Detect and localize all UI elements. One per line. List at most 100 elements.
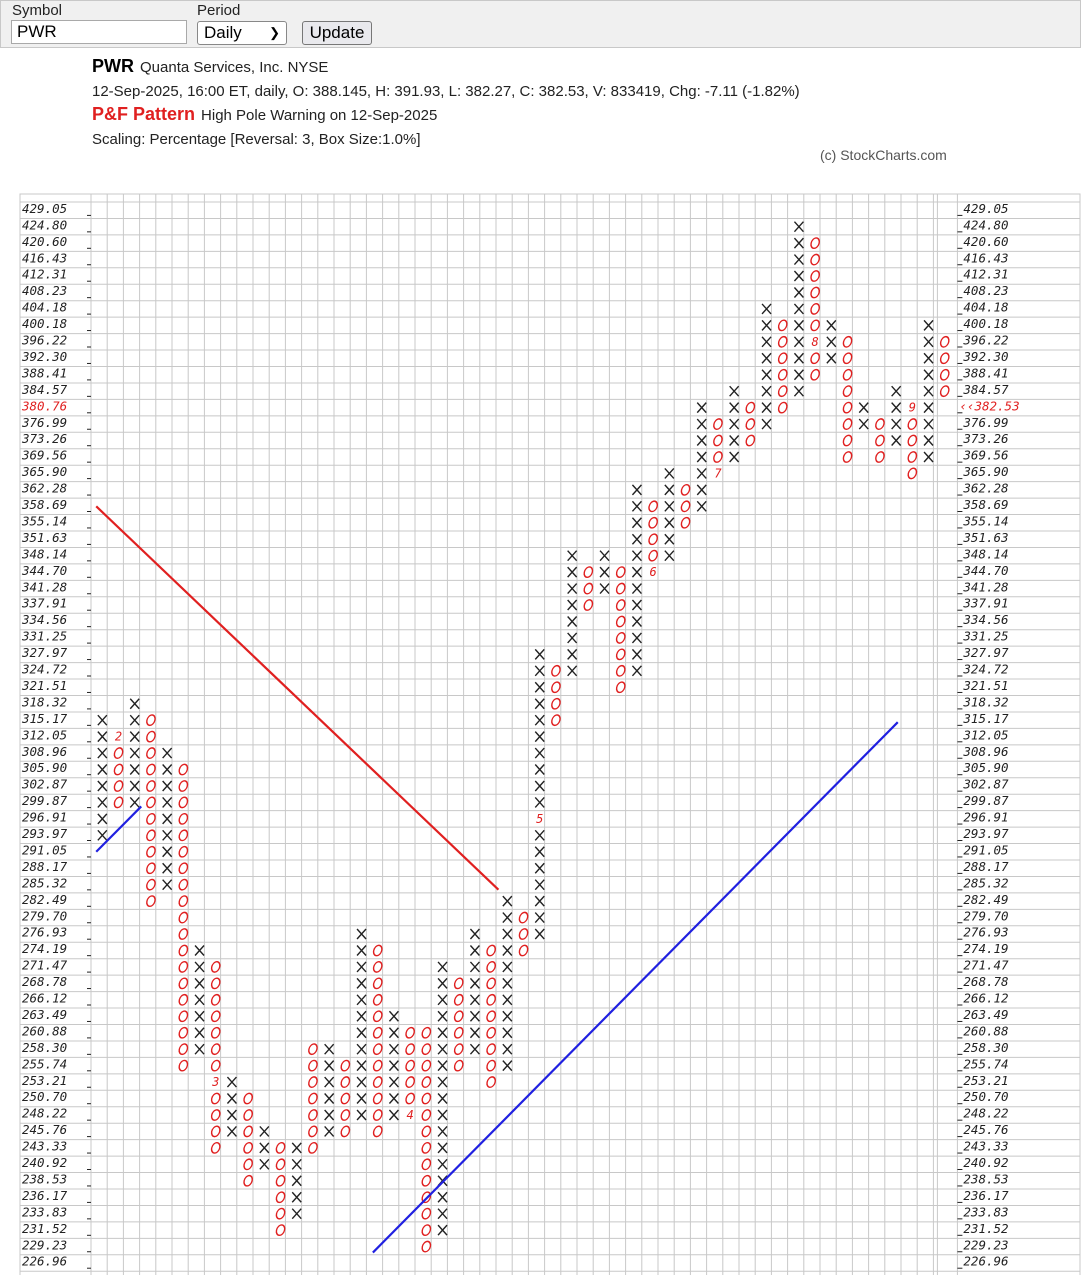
price-label-left: 388.41: [21, 365, 67, 380]
o-mark: [680, 500, 691, 513]
price-label-right: 416.43: [963, 250, 1008, 265]
price-label-left: 384.57: [21, 382, 68, 397]
chart-toolbar: Symbol Period Daily ❯ Update: [0, 0, 1081, 48]
o-mark: [146, 845, 156, 858]
x-mark: [891, 385, 902, 397]
x-mark: [826, 336, 837, 348]
x-mark: [162, 829, 173, 841]
o-mark: [340, 1076, 351, 1088]
o-mark: [178, 944, 189, 957]
o-mark: [178, 928, 189, 940]
x-mark: [97, 731, 108, 743]
o-mark: [178, 878, 189, 891]
x-mark: [567, 632, 578, 644]
o-mark: [486, 977, 497, 990]
x-mark: [469, 977, 480, 989]
o-mark: [178, 1010, 189, 1023]
o-mark: [405, 1076, 416, 1088]
x-mark: [162, 747, 173, 759]
x-mark: [534, 764, 545, 775]
x-mark: [259, 1125, 270, 1137]
x-mark: [162, 862, 173, 874]
o-mark: [453, 1026, 464, 1039]
price-label-left: 348.14: [21, 546, 67, 561]
x-mark: [469, 961, 480, 973]
o-mark: [146, 714, 156, 727]
x-mark: [631, 665, 642, 677]
o-mark: [243, 1174, 254, 1187]
x-mark: [502, 912, 513, 924]
x-mark: [437, 1076, 448, 1088]
o-mark: [875, 451, 885, 463]
o-mark: [243, 1109, 254, 1121]
price-label-left: 288.17: [22, 859, 68, 874]
o-mark: [680, 483, 691, 496]
x-mark: [291, 1208, 302, 1220]
x-mark: [826, 352, 837, 364]
o-mark: [275, 1224, 286, 1237]
o-mark: [453, 1043, 464, 1056]
o-mark: [372, 1026, 383, 1039]
x-mark: [664, 484, 675, 496]
o-mark: [421, 1224, 432, 1237]
x-mark: [437, 1010, 448, 1022]
x-mark: [97, 714, 108, 726]
o-mark: [486, 944, 497, 957]
x-mark: [291, 1158, 302, 1170]
o-mark: [421, 1174, 432, 1187]
x-mark: [356, 1060, 367, 1072]
o-mark: [146, 730, 156, 743]
o-mark: [178, 895, 189, 908]
period-select[interactable]: Daily ❯: [197, 21, 287, 45]
x-mark: [356, 1010, 367, 1022]
price-label-right: 429.05: [963, 201, 1008, 216]
x-mark: [761, 319, 772, 331]
o-mark: [583, 566, 594, 579]
price-label-left: 331.25: [21, 629, 67, 644]
o-mark: [777, 385, 788, 398]
month-mark: 6: [650, 565, 657, 579]
o-mark: [551, 714, 561, 727]
x-mark: [631, 550, 642, 562]
month-mark: 8: [812, 335, 819, 349]
update-button[interactable]: Update: [302, 21, 372, 45]
price-label-left: 268.78: [22, 974, 67, 989]
o-mark: [453, 1010, 464, 1023]
price-label-left: 341.28: [21, 579, 67, 594]
o-mark: [615, 566, 626, 579]
x-mark: [923, 385, 934, 397]
o-mark: [243, 1092, 254, 1105]
x-mark: [631, 599, 642, 611]
current-price-label: ‹‹382.53: [959, 398, 1019, 413]
o-mark: [210, 1141, 221, 1154]
o-mark: [713, 434, 723, 447]
price-label-left: 236.17: [22, 1188, 68, 1203]
x-mark: [324, 1109, 335, 1121]
o-mark: [842, 368, 853, 381]
chart-title: PWR Quanta Services, Inc. NYSE: [92, 56, 328, 77]
o-mark: [486, 1010, 497, 1023]
price-label-left: 276.93: [22, 925, 67, 940]
o-mark: [421, 1207, 432, 1220]
o-mark: [146, 878, 156, 891]
price-label-left: 318.32: [21, 694, 67, 709]
o-mark: [146, 796, 156, 809]
o-mark: [421, 1240, 432, 1253]
x-mark: [97, 796, 108, 808]
o-mark: [113, 780, 124, 792]
price-label-left: 404.18: [22, 300, 67, 315]
o-mark: [178, 961, 189, 973]
support-trendline: [372, 721, 899, 1254]
o-mark: [372, 961, 383, 973]
price-label-right: 305.90: [962, 760, 1008, 775]
x-mark: [129, 796, 140, 808]
price-label-left: 416.43: [22, 250, 67, 265]
x-mark: [437, 1043, 448, 1055]
x-mark: [437, 961, 448, 973]
o-mark: [907, 418, 918, 430]
x-mark: [502, 994, 513, 1006]
x-mark: [793, 254, 804, 266]
x-mark: [388, 1027, 399, 1039]
o-mark: [372, 1092, 383, 1105]
symbol-input[interactable]: [11, 20, 187, 44]
